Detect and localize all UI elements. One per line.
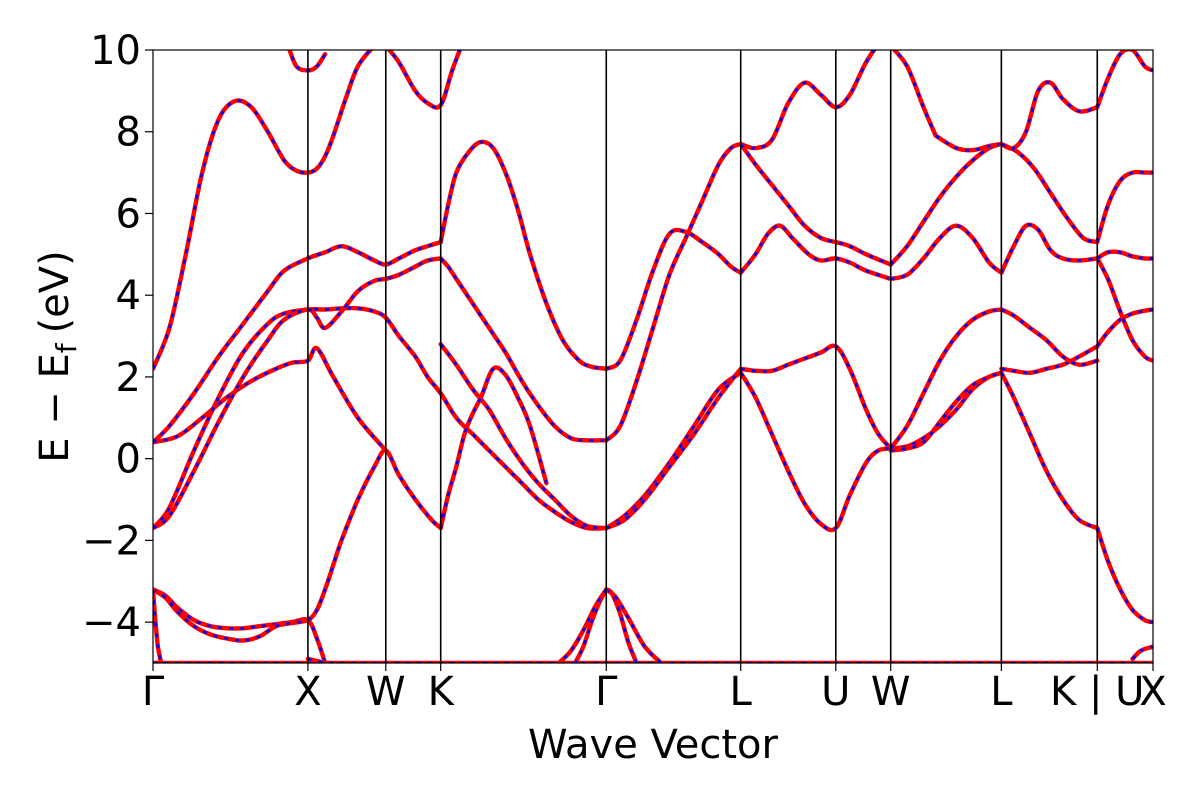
x-tick-label: L xyxy=(730,669,753,715)
band-line-dashed-21 xyxy=(605,588,663,663)
y-tick-label: 8 xyxy=(116,110,141,156)
x-tick-label: Γ xyxy=(142,669,165,715)
band-line-dashed-11 xyxy=(387,50,462,109)
band-line-dashed-42 xyxy=(1096,527,1153,624)
x-tick-label: X xyxy=(1139,669,1166,715)
band-line-9 xyxy=(153,50,374,371)
band-line-dashed-18 xyxy=(605,371,742,530)
band-line-34 xyxy=(891,50,938,138)
y-tick-label: 4 xyxy=(116,273,141,319)
y-tick-label: 6 xyxy=(116,191,141,237)
band-line-dashed-5 xyxy=(153,346,387,452)
x-tick-label: K | U xyxy=(1050,669,1144,715)
band-line-dashed-6 xyxy=(153,306,607,530)
band-line-42 xyxy=(1095,525,1153,625)
band-line-17 xyxy=(604,227,743,371)
band-line-33 xyxy=(888,307,1004,451)
band-line-47 xyxy=(1095,50,1153,110)
band-line-dashed-8 xyxy=(153,240,442,444)
band-line-dashed-46 xyxy=(1096,170,1153,243)
band-line-8 xyxy=(153,239,443,445)
band-line-dashed-34 xyxy=(892,50,937,137)
y-axis-label-subscript: f xyxy=(50,342,83,353)
band-line-dashed-22 xyxy=(573,588,608,663)
band-line-28 xyxy=(738,370,893,533)
band-line-27 xyxy=(738,343,893,451)
x-tick-label: W xyxy=(366,669,406,715)
band-line-dashed-45 xyxy=(1096,250,1153,260)
band-line-dashed-2 xyxy=(153,449,442,642)
band-line-dashed-16 xyxy=(605,142,742,442)
band-line-1 xyxy=(153,587,328,663)
x-tick-label: W xyxy=(871,669,911,715)
high-symmetry-lines xyxy=(307,50,1099,663)
band-line-dashed-38 xyxy=(1000,308,1098,367)
band-line-43 xyxy=(1095,307,1153,349)
band-line-14 xyxy=(438,139,609,371)
band-line-15 xyxy=(438,365,549,531)
band-line-dashed-12 xyxy=(439,343,607,530)
y-tick-label: 2 xyxy=(116,355,141,401)
y-axis-ticks: −4 −2 0 2 4 6 8 10 xyxy=(82,28,153,646)
band-line-dashed-27 xyxy=(740,344,892,450)
band-line-30 xyxy=(888,370,1004,453)
band-line-dashed-1 xyxy=(153,588,327,663)
band-line-dashed-39 xyxy=(1000,223,1098,274)
bands-layer xyxy=(153,50,1153,663)
band-line-dashed-13 xyxy=(439,257,607,442)
band-line-dashed-32 xyxy=(889,142,1002,266)
x-tick-label: L xyxy=(990,669,1013,715)
x-tick-label: X xyxy=(294,669,321,715)
band-line-46 xyxy=(1095,169,1153,245)
band-line-32 xyxy=(888,141,1004,267)
band-line-26 xyxy=(738,223,893,282)
y-tick-label: −2 xyxy=(82,518,141,564)
band-line-dashed-23 xyxy=(557,588,608,663)
band-line-36 xyxy=(999,370,1100,531)
x-tick-label: K xyxy=(428,669,456,715)
band-line-dashed-20 xyxy=(605,588,638,663)
band-line-dashed-41 xyxy=(1000,80,1098,150)
band-line-dashed-17 xyxy=(605,228,742,371)
x-tick-label: Γ xyxy=(595,669,618,715)
x-axis-label: Wave Vector xyxy=(528,722,779,768)
band-line-dashed-28 xyxy=(739,372,891,532)
band-line-dashed-7 xyxy=(153,257,441,530)
band-line-31 xyxy=(888,223,1004,282)
band-line-dashed-48 xyxy=(1131,645,1153,660)
band-line-dashed-14 xyxy=(439,140,607,371)
y-tick-label: 10 xyxy=(90,28,141,74)
band-line-dashed-37 xyxy=(1001,345,1098,375)
band-line-dashed-19 xyxy=(605,367,742,530)
band-line-dashed-9 xyxy=(153,50,373,370)
band-line-dashed-47 xyxy=(1096,50,1153,108)
band-line-37 xyxy=(999,344,1100,376)
plot-frame xyxy=(152,49,1154,664)
band-line-dashed-3 xyxy=(153,589,163,663)
band-line-dashed-36 xyxy=(1000,372,1098,530)
band-line-2 xyxy=(153,448,443,643)
band-line-35 xyxy=(933,133,1004,153)
band-line-dashed-44 xyxy=(1096,257,1153,362)
band-line-41 xyxy=(999,80,1100,151)
band-line-45 xyxy=(1095,249,1153,261)
y-axis-label-main: E − E xyxy=(32,353,78,463)
x-tick-label: U xyxy=(821,669,850,715)
y-tick-label: −4 xyxy=(82,600,141,646)
y-tick-label: 0 xyxy=(116,437,141,483)
band-line-25 xyxy=(738,141,893,267)
band-line-dashed-24 xyxy=(740,50,876,150)
band-line-dashed-31 xyxy=(890,224,1003,281)
y-axis-label: E − Ef (eV) xyxy=(32,250,83,463)
band-line-40 xyxy=(999,141,1100,245)
y-axis-label-unit: (eV) xyxy=(32,250,78,333)
band-line-dashed-4 xyxy=(307,657,326,663)
band-line-dashed-25 xyxy=(739,143,892,266)
